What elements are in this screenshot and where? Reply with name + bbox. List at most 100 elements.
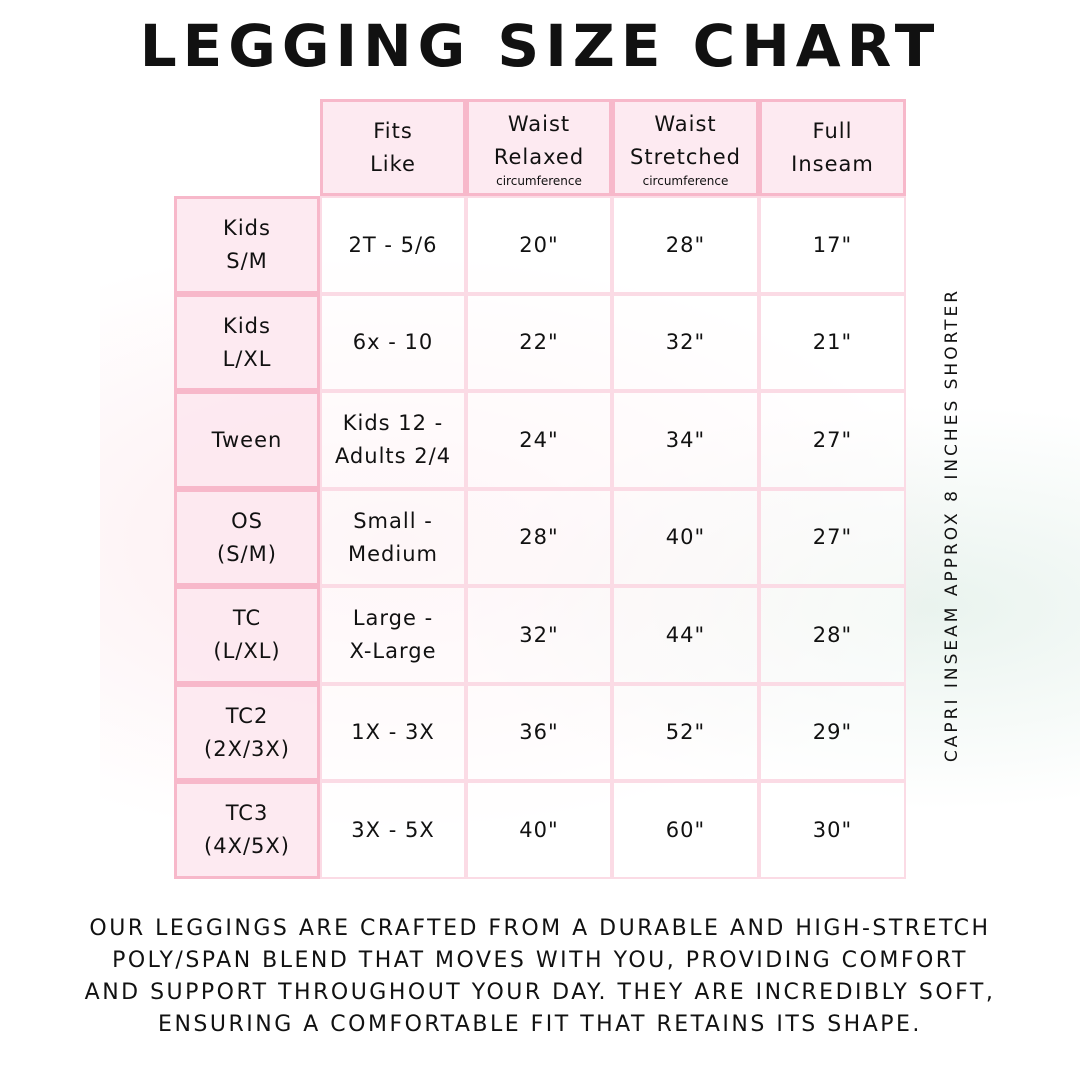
column-header: Waist Relaxed circumference bbox=[466, 99, 612, 196]
size-label: (S/M) bbox=[217, 541, 277, 566]
value: 34" bbox=[665, 427, 706, 452]
value: 24" bbox=[519, 427, 559, 452]
footer-line: ensuring a comfortable fit that retains … bbox=[158, 1012, 922, 1037]
row-header-size: TC2 (2X/3X) bbox=[174, 684, 320, 781]
cell-waist-stretched: 28" bbox=[612, 196, 759, 294]
cell-fits-like: Kids 12 - Adults 2/4 bbox=[320, 391, 466, 489]
cell-waist-stretched: 40" bbox=[612, 489, 759, 586]
cell-waist-relaxed: 28" bbox=[466, 489, 612, 586]
fits-like: 1X - 3X bbox=[351, 720, 435, 744]
cell-waist-relaxed: 24" bbox=[466, 391, 612, 489]
header-text: Fits bbox=[373, 118, 413, 143]
cell-fits-like: 1X - 3X bbox=[320, 684, 466, 781]
value: 60" bbox=[665, 817, 706, 842]
cell-fits-like: Large - X-Large bbox=[320, 586, 466, 684]
cell-full-inseam: 29" bbox=[759, 684, 906, 781]
header-subtext: circumference bbox=[642, 173, 729, 188]
size-label: S/M bbox=[226, 249, 268, 273]
value: 30" bbox=[812, 817, 853, 842]
size-label: OS bbox=[231, 508, 263, 533]
size-label: TC3 bbox=[225, 801, 269, 825]
row-header-size: TC (L/XL) bbox=[174, 586, 320, 684]
header-text: Like bbox=[370, 151, 416, 176]
footer-line: and support throughout your day. They ar… bbox=[84, 980, 996, 1005]
cell-full-inseam: 21" bbox=[759, 294, 906, 391]
value: 29" bbox=[812, 720, 853, 744]
header-text: Inseam bbox=[791, 151, 874, 176]
page-title: LEGGING SIZE CHART bbox=[139, 12, 941, 80]
size-label: Kids bbox=[223, 216, 271, 240]
row-header-size: OS (S/M) bbox=[174, 489, 320, 586]
value: 20" bbox=[519, 232, 559, 257]
cell-waist-stretched: 44" bbox=[612, 586, 759, 684]
cell-full-inseam: 27" bbox=[759, 489, 906, 586]
fits-like: Medium bbox=[348, 541, 438, 566]
cell-fits-like: 2T - 5/6 bbox=[320, 196, 466, 294]
cell-waist-stretched: 60" bbox=[612, 781, 759, 879]
value: 17" bbox=[812, 232, 853, 257]
capri-note: CAPRI INSEAM APPROX 8 INCHES SHORTER bbox=[942, 287, 962, 763]
fits-like: 3X - 5X bbox=[351, 817, 435, 842]
column-header: Full Inseam bbox=[759, 99, 906, 196]
header-text: Waist bbox=[654, 111, 717, 136]
fits-like: Adults 2/4 bbox=[334, 444, 452, 468]
cell-fits-like: 3X - 5X bbox=[320, 781, 466, 879]
cell-full-inseam: 30" bbox=[759, 781, 906, 879]
header-text: Waist bbox=[507, 111, 571, 136]
value: 40" bbox=[519, 817, 559, 842]
fits-like: 6x - 10 bbox=[352, 330, 434, 354]
value: 32" bbox=[665, 330, 706, 354]
size-label: L/XL bbox=[222, 346, 272, 371]
size-label: TC bbox=[232, 606, 262, 630]
fits-like: Kids 12 - bbox=[342, 411, 444, 435]
cell-fits-like: Small - Medium bbox=[320, 489, 466, 586]
value: 32" bbox=[519, 622, 559, 647]
cell-waist-stretched: 32" bbox=[612, 294, 759, 391]
fits-like: 2T - 5/6 bbox=[348, 232, 438, 257]
cell-full-inseam: 27" bbox=[759, 391, 906, 489]
size-label: TC2 bbox=[225, 703, 269, 728]
value: 52" bbox=[665, 720, 706, 744]
header-subtext: circumference bbox=[496, 173, 582, 188]
cell-fits-like: 6x - 10 bbox=[320, 294, 466, 391]
value: 28" bbox=[519, 525, 559, 549]
cell-full-inseam: 28" bbox=[759, 586, 906, 684]
row-header-size: Kids S/M bbox=[174, 196, 320, 294]
value: 40" bbox=[665, 525, 706, 549]
cell-waist-relaxed: 22" bbox=[466, 294, 612, 391]
size-label: (4X/5X) bbox=[204, 834, 290, 858]
fits-like: X-Large bbox=[349, 639, 437, 663]
cell-waist-relaxed: 40" bbox=[466, 781, 612, 879]
cell-full-inseam: 17" bbox=[759, 196, 906, 294]
fits-like: Small - bbox=[353, 508, 433, 533]
row-header-size: Tween bbox=[174, 391, 320, 489]
column-header: Fits Like bbox=[320, 99, 466, 196]
size-label: (2X/3X) bbox=[204, 736, 290, 761]
size-label: (L/XL) bbox=[213, 639, 281, 663]
value: 27" bbox=[812, 525, 853, 549]
cell-waist-relaxed: 36" bbox=[466, 684, 612, 781]
value: 28" bbox=[665, 232, 706, 257]
value: 44" bbox=[665, 622, 706, 647]
size-label: Tween bbox=[211, 427, 283, 452]
row-header-size: Kids L/XL bbox=[174, 294, 320, 391]
footer-line: Our leggings are crafted from a durable … bbox=[89, 916, 991, 941]
value: 22" bbox=[519, 330, 559, 354]
footer-line: poly/span blend that moves with you, pro… bbox=[112, 948, 968, 973]
row-header-size: TC3 (4X/5X) bbox=[174, 781, 320, 879]
value: 21" bbox=[812, 330, 853, 354]
cell-waist-relaxed: 20" bbox=[466, 196, 612, 294]
cell-waist-relaxed: 32" bbox=[466, 586, 612, 684]
cell-waist-stretched: 52" bbox=[612, 684, 759, 781]
header-text: Full bbox=[812, 118, 853, 143]
value: 36" bbox=[519, 720, 559, 744]
value: 27" bbox=[812, 427, 853, 452]
value: 28" bbox=[812, 622, 853, 647]
column-header: Waist Stretched circumference bbox=[612, 99, 759, 196]
size-label: Kids bbox=[223, 313, 271, 338]
header-text: Relaxed bbox=[493, 144, 585, 169]
header-text: Stretched bbox=[630, 144, 741, 169]
cell-waist-stretched: 34" bbox=[612, 391, 759, 489]
footer-description: Our leggings are crafted from a durable … bbox=[0, 913, 1080, 1041]
fits-like: Large - bbox=[352, 606, 434, 630]
